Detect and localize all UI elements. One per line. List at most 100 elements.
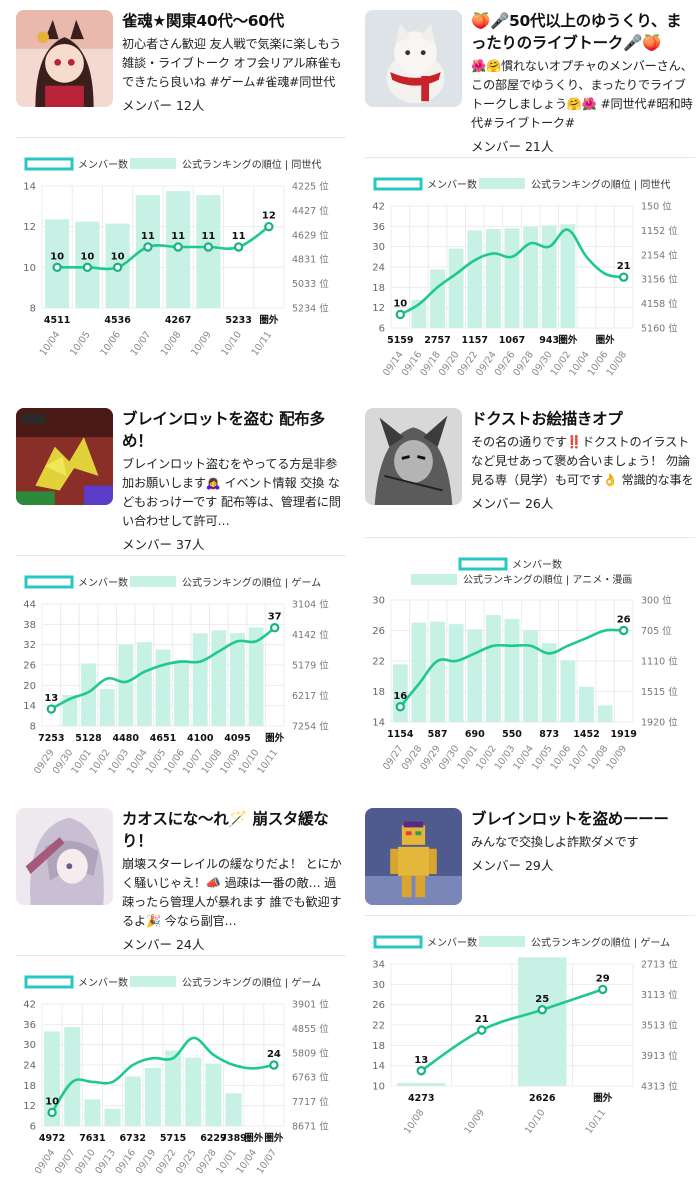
room-description: みんなで交換しよ詐欺ダメです <box>471 835 639 849</box>
legend-members-label: メンバー数 <box>78 576 128 589</box>
room-header[interactable]: ドクストお絵描きオプ その名の通りです‼️ドクストのイラストなど見せあって褒め合い… <box>365 408 695 538</box>
legend-members-label: メンバー数 <box>78 158 128 171</box>
rank-data-label: 6229 <box>200 1133 226 1144</box>
manga-character-drawing-icon[interactable] <box>365 408 462 505</box>
legend-ranking-label: 公式ランキングの順位 | 同世代 <box>182 158 321 171</box>
rank-data-label: 2757 <box>424 335 450 346</box>
openchat-room-card[interactable]: ブレインロットを盗めーーー みんなで交換しよ詐欺ダメです メンバー 29人 メンバー数… <box>365 808 695 1136</box>
ranking-bar <box>84 1099 101 1126</box>
ranking-bar <box>104 1108 121 1126</box>
openchat-room-card[interactable]: 🍑🎤50代以上のゆうくり、まったりのライブトーク🎤🍑 🌺🤗慣れないオプチャのメンバ… <box>365 10 695 378</box>
room-member-count: メンバー 24人 <box>122 937 205 952</box>
game-dragon-screenshot-icon[interactable] <box>16 408 113 505</box>
y-tick-label: 12 <box>23 222 36 233</box>
x-tick-label: 10/08 <box>159 329 184 358</box>
room-title[interactable]: ブレインロットを盗む 配布多め！ <box>122 410 325 450</box>
y-tick-label: 10 <box>372 1082 385 1093</box>
member-data-label: 11 <box>232 231 246 242</box>
rank-data-label: 873 <box>539 729 559 740</box>
rank-data-label: 1452 <box>573 729 599 740</box>
anime-girl-avatar-icon[interactable] <box>16 10 113 107</box>
room-header[interactable]: 雀魂★関東40代〜60代 初心者さん歓迎 友人戦で気楽に楽しもう 雑談・ライブトー… <box>16 10 346 140</box>
ranking-bar <box>411 622 427 722</box>
y-tick-label: 36 <box>372 222 385 233</box>
rank-tick-label: 1920 位 <box>641 717 678 729</box>
ranking-bar <box>430 269 445 328</box>
rank-data-label: 943 <box>539 335 559 346</box>
chart-legend: メンバー数 公式ランキングの順位 | ゲーム <box>24 975 321 989</box>
room-header[interactable]: ブレインロットを盗めーーー みんなで交換しよ詐欺ダメです メンバー 29人 <box>365 808 695 938</box>
openchat-room-card[interactable]: カオスにな〜れ🪄 崩スタ緩なり！ 崩壊スターレイルの緩なりだよ！ とにかく騒いじゃ… <box>16 808 346 1176</box>
room-header[interactable]: カオスにな〜れ🪄 崩スタ緩なり！ 崩壊スターレイルの緩なりだよ！ とにかく騒いじゃ… <box>16 808 346 952</box>
member-point <box>477 1025 487 1035</box>
legend-members-label: メンバー数 <box>512 558 562 571</box>
rank-data-label: 圏外 <box>558 334 578 346</box>
ranking-bar <box>230 633 245 726</box>
room-description: 崩壊スターレイルの緩なりだよ！ とにかく騒いじゃえ！📣 過疎は一番の敵… 過疎っ… <box>122 857 342 928</box>
ranking-bar <box>225 1093 242 1126</box>
x-tick-label: 10/11 <box>583 1107 608 1136</box>
game-gold-robot-icon[interactable] <box>365 808 462 905</box>
room-title[interactable]: 🍑🎤50代以上のゆうくり、まったりのライブトーク🎤🍑 <box>471 12 682 52</box>
rank-tick-label: 5234 位 <box>292 303 329 315</box>
member-point <box>618 625 629 636</box>
y-tick-label: 30 <box>23 1040 36 1051</box>
room-title[interactable]: 雀魂★関東40代〜60代 <box>122 12 284 30</box>
rank-tick-label: 5179 位 <box>292 660 329 672</box>
member-point <box>395 309 406 320</box>
ranking-bar <box>504 228 520 328</box>
ranking-bar <box>165 1050 182 1126</box>
ranking-bar <box>81 663 96 726</box>
member-point <box>112 262 123 273</box>
rank-tick-label: 150 位 <box>641 201 672 213</box>
member-data-label: 37 <box>268 612 282 623</box>
anime-silver-hair-girl-icon[interactable] <box>16 808 113 905</box>
member-count-line <box>420 988 604 1072</box>
rank-data-label: 6732 <box>120 1133 146 1144</box>
room-title[interactable]: カオスにな〜れ🪄 崩スタ緩なり！ <box>122 810 329 850</box>
legend-members-swatch <box>24 975 74 989</box>
ranking-bar <box>155 649 171 726</box>
member-data-label: 29 <box>596 973 610 984</box>
member-point <box>395 702 406 712</box>
legend-ranking-label: 公式ランキングの順位 | ゲーム <box>182 976 321 989</box>
ranking-bar <box>64 1026 81 1126</box>
member-data-label: 21 <box>617 261 631 272</box>
divider <box>16 955 346 956</box>
ranking-bar <box>174 659 190 726</box>
room-header[interactable]: 🍑🎤50代以上のゆうくり、まったりのライブトーク🎤🍑 🌺🤗慣れないオプチャのメンバ… <box>365 10 695 154</box>
room-chart: メンバー数 公式ランキングの順位 | 同世代 6 12 18 24 30 36 42 150 位 1… <box>365 170 695 390</box>
member-ranking-chart: メンバー数 公式ランキングの順位 | ゲーム 6 12 18 24 30 36 42 3901 位… <box>23 975 329 1176</box>
ranking-bar <box>118 644 134 726</box>
member-point <box>264 221 274 232</box>
openchat-room-card[interactable]: ドクストお絵描きオプ その名の通りです‼️ドクストのイラストなど見せあって褒め合い… <box>365 408 695 770</box>
member-ranking-chart: メンバー数 公式ランキングの順位 | 同世代 8 10 12 14 4225 位 4427 位… <box>23 157 329 358</box>
y-tick-label: 24 <box>23 1061 36 1072</box>
openchat-room-card[interactable]: ブレインロットを盗む 配布多め！ ブレインロット盗むをやってる方是非参加お願いしま… <box>16 408 346 776</box>
chart-legend: メンバー数 公式ランキングの順位 | ゲーム <box>373 935 670 949</box>
y-tick-label: 24 <box>372 263 385 274</box>
room-header[interactable]: ブレインロットを盗む 配布多め！ ブレインロット盗むをやってる方是非参加お願いしま… <box>16 408 346 552</box>
rank-data-label: 4267 <box>165 315 191 326</box>
rank-data-label: 圏外 <box>596 334 616 346</box>
rank-tick-label: 4313 位 <box>641 1081 678 1093</box>
member-point <box>598 984 608 995</box>
member-point <box>233 242 244 252</box>
white-cat-photo-icon[interactable] <box>365 10 462 107</box>
rank-tick-label: 3113 位 <box>641 989 678 1001</box>
x-tick-label: 10/11 <box>255 747 280 776</box>
member-point <box>82 262 93 273</box>
rank-tick-label: 3913 位 <box>641 1050 678 1062</box>
rank-data-label: 4651 <box>150 733 176 744</box>
room-member-count: メンバー 37人 <box>122 537 205 552</box>
ranking-bar <box>185 1057 202 1126</box>
x-tick-label: 10/05 <box>68 329 93 358</box>
room-title[interactable]: ブレインロットを盗めーーー <box>471 810 669 828</box>
openchat-room-card[interactable]: 雀魂★関東40代〜60代 初心者さん歓迎 友人戦で気楽に楽しもう 雑談・ライブトー… <box>16 10 346 358</box>
room-title[interactable]: ドクストお絵描きオプ <box>471 410 623 428</box>
rank-tick-label: 4142 位 <box>292 629 329 641</box>
member-point <box>52 262 62 273</box>
member-data-label: 10 <box>45 1096 59 1107</box>
member-point <box>203 242 214 252</box>
